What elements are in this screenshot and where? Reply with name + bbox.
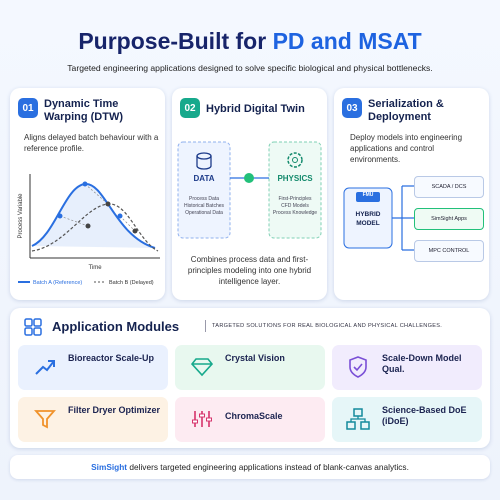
legend: Batch A (Reference) Batch B (Delayed) [18, 280, 154, 286]
module-label: Crystal Vision [225, 353, 285, 363]
title-lead: Purpose-Built for [78, 28, 267, 54]
legend-entry: Batch A (Reference) [33, 280, 82, 286]
footer: SimSight delivers targeted engineering a… [10, 455, 490, 479]
box-label: PHYSICS [277, 174, 313, 183]
footer-text: delivers targeted engineering applicatio… [129, 462, 409, 472]
title-highlight: PD and MSAT [272, 28, 422, 54]
target: SimSight Apps [414, 208, 484, 230]
card: 01 Dynamic Time Warping (DTW) Aligns del… [10, 88, 165, 300]
legend-entry: Batch B (Delayed) [109, 280, 154, 286]
x-axis-label: Time [88, 265, 102, 271]
module: Bioreactor Scale-Up [18, 345, 168, 390]
box-item: Historical Batches [183, 203, 224, 209]
card-title: Hybrid Digital Twin [206, 103, 305, 115]
subtitle: Targeted engineering applications design… [67, 63, 433, 73]
y-axis-label: Process Variable [18, 193, 24, 239]
modules-tagline: TARGETED SOLUTIONS FOR REAL BIOLOGICAL A… [212, 323, 443, 329]
module-label: Bioreactor Scale-Up [68, 353, 155, 363]
module: Science-Based DoE (iDoE) [332, 397, 482, 442]
card-description: Combines process data and first-principl… [187, 255, 312, 286]
twin-diagram [177, 141, 322, 239]
box-item: Process Knowledge [272, 210, 318, 216]
card-title: Dynamic Time Warping (DTW) [44, 98, 124, 123]
module: ChromaScale [175, 397, 325, 442]
modules-icon [24, 318, 42, 336]
model-label: HYBRID MODEL [355, 211, 381, 227]
box-item: Operational Data [185, 210, 223, 216]
deploy-diagram [343, 185, 414, 251]
module-label: Filter Dryer Optimizer [68, 405, 161, 415]
module-label: Scale-Down Model Qual. [382, 353, 462, 374]
card-number: 01 [18, 98, 38, 118]
footer-brand: SimSight [91, 462, 128, 472]
modules-panel: Application Modules TARGETED SOLUTIONS F… [10, 308, 490, 448]
dtw-chart: Process Variable Time [18, 174, 160, 271]
module: Filter Dryer Optimizer [18, 397, 168, 442]
card: 03 Serialization & Deployment Deploy mod… [334, 88, 489, 300]
card: 02 Hybrid Digital Twin DATA Process Data… [172, 88, 327, 300]
card-description: Aligns delayed batch behaviour with a re… [24, 133, 159, 153]
module: Crystal Vision [175, 345, 325, 390]
module: Scale-Down Model Qual. [332, 345, 482, 390]
box-label: DATA [193, 174, 215, 183]
card-number: 02 [180, 98, 200, 118]
card-title: Serialization & Deployment [368, 98, 444, 123]
target: MPC CONTROL [414, 240, 484, 262]
modules-title: Application Modules [52, 319, 180, 334]
module-label: Science-Based DoE (iDoE) [382, 405, 467, 426]
box-item: First-Principles [278, 196, 312, 202]
model-tag: FMU [362, 192, 374, 198]
target: SCADA / DCS [414, 176, 484, 198]
card-number: 03 [342, 98, 362, 118]
card-description: Deploy models into engineering applicati… [350, 133, 463, 164]
box-item: CFD Models [281, 203, 309, 209]
module-label: ChromaScale [225, 411, 283, 421]
box-item: Process Data [188, 196, 219, 202]
title: Purpose-Built for PD and MSAT [0, 28, 500, 55]
